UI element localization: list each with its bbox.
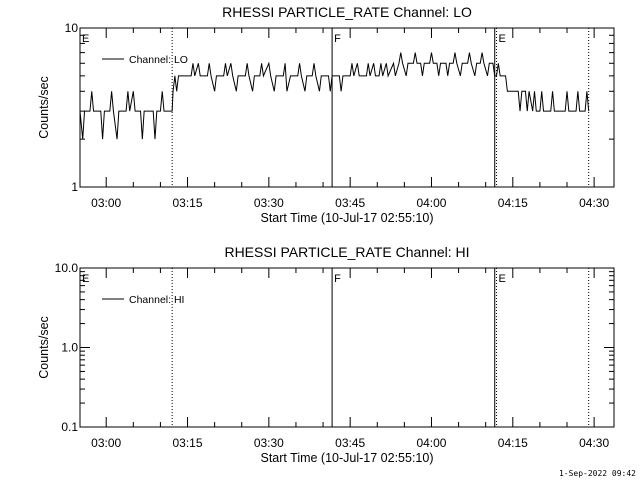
y-tick-label: 0.1 <box>61 420 78 434</box>
x-tick-label: 04:15 <box>498 196 528 210</box>
legend-entry: Channel: HI <box>129 294 184 306</box>
plot-frame <box>79 267 615 428</box>
event-marker-label: E <box>82 273 89 285</box>
y-tick-label: 10 <box>65 21 79 35</box>
x-tick-label: 03:45 <box>335 436 365 450</box>
y-axis-label: Counts/sec <box>37 316 51 379</box>
event-marker-label: F <box>334 273 341 285</box>
footer-timestamp: 1-Sep-2022 09:42 <box>559 469 636 478</box>
x-tick-label: 03:45 <box>335 196 365 210</box>
chart-title: RHESSI PARTICLE_RATE Channel: LO <box>222 4 472 20</box>
series-line-channel-lo <box>79 52 590 140</box>
plot-frame <box>79 27 615 188</box>
x-axis-label: Start Time (10-Jul-17 02:55:10) <box>261 211 434 225</box>
event-marker-label: E <box>499 273 506 285</box>
event-marker-label: F <box>334 33 341 45</box>
x-tick-label: 04:00 <box>416 196 446 210</box>
x-tick-label: 04:00 <box>416 436 446 450</box>
x-tick-label: 03:30 <box>254 436 284 450</box>
x-tick-label: 03:30 <box>254 196 284 210</box>
x-axis-label: Start Time (10-Jul-17 02:55:10) <box>261 451 434 465</box>
y-tick-label: 1.0 <box>61 341 78 355</box>
chart-channel-hi: RHESSI PARTICLE_RATE Channel: HI Start Ti… <box>37 244 615 465</box>
y-axis-label: Counts/sec <box>37 76 51 139</box>
y-tick-label: 10.0 <box>55 261 79 275</box>
y-tick-label: 1 <box>71 180 78 194</box>
event-marker-label: E <box>82 33 89 45</box>
legend-entry: Channel: LO <box>129 54 188 66</box>
x-tick-label: 03:15 <box>173 196 203 210</box>
event-marker-label: E <box>499 33 506 45</box>
chart-title: RHESSI PARTICLE_RATE Channel: HI <box>224 244 469 260</box>
x-tick-label: 04:30 <box>579 196 609 210</box>
x-tick-label: 03:00 <box>91 436 121 450</box>
x-tick-label: 04:15 <box>498 436 528 450</box>
x-tick-label: 04:30 <box>579 436 609 450</box>
x-tick-label: 03:00 <box>91 196 121 210</box>
x-tick-label: 03:15 <box>173 436 203 450</box>
chart-channel-lo: RHESSI PARTICLE_RATE Channel: LO Start Ti… <box>37 4 615 225</box>
